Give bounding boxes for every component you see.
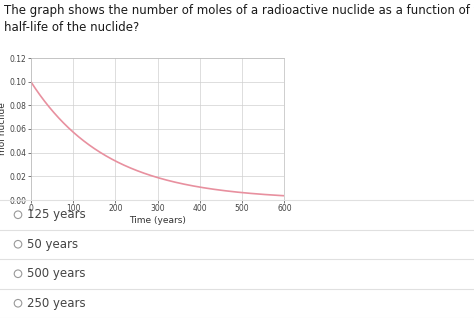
Text: 125 years: 125 years [27, 208, 86, 221]
Y-axis label: mol nuclide: mol nuclide [0, 103, 7, 156]
Text: 50 years: 50 years [27, 238, 79, 251]
Text: 250 years: 250 years [27, 297, 86, 310]
X-axis label: Time (years): Time (years) [129, 216, 186, 225]
Text: The graph shows the number of moles of a radioactive nuclide as a function of ti: The graph shows the number of moles of a… [4, 4, 474, 34]
Text: 500 years: 500 years [27, 267, 86, 280]
